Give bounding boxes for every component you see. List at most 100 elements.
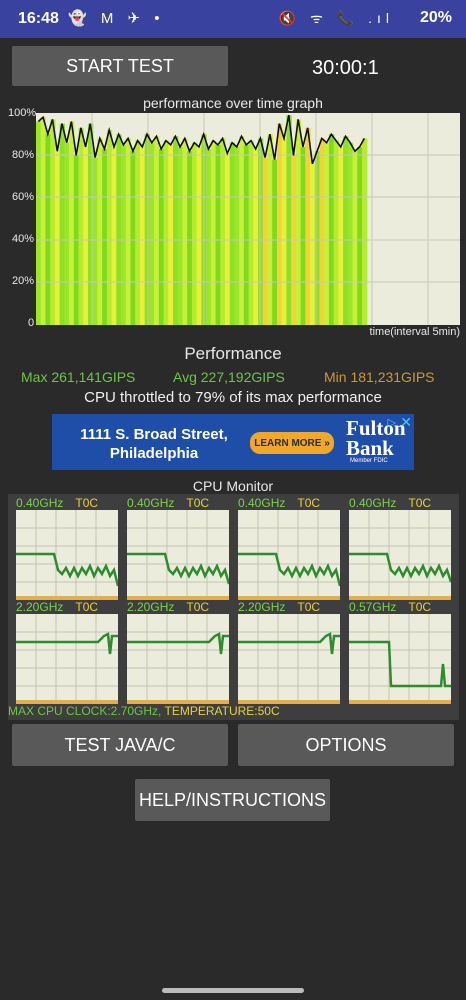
ad-fdic: Member FDIC (350, 458, 388, 464)
perf-bar (215, 144, 221, 325)
perf-bar (139, 146, 146, 325)
core-3-graph (349, 510, 451, 600)
perf-bar (149, 142, 155, 325)
perf-bar (78, 127, 84, 325)
core-1-label: 0.40GHz T0C (127, 496, 210, 510)
max-gips: Max 261,141GIPS (21, 369, 136, 385)
notification-icons: 👻 M ✈ • (68, 10, 165, 27)
perf-bar (154, 136, 160, 325)
perf-bar (50, 119, 56, 325)
start-test-button[interactable]: START TEST (12, 46, 228, 86)
cpu-monitor-title: CPU Monitor (192, 478, 274, 494)
perf-bar (310, 163, 316, 325)
perf-bar (196, 146, 202, 325)
perf-bar (347, 142, 354, 325)
throttle-text: CPU throttled to 79% of its max performa… (84, 389, 382, 406)
perf-bar (45, 134, 51, 325)
perf-bar (314, 151, 321, 325)
perf-bar (87, 123, 94, 325)
ad-address: 1111 S. Broad Street, Philadelphia (80, 426, 228, 462)
core-4-label: 2.20GHz T0C (16, 600, 99, 614)
core-7-graph (349, 614, 451, 704)
avg-gips: Avg 227,192GIPS (173, 369, 285, 385)
perf-bar (220, 138, 226, 325)
perf-bar (135, 140, 141, 325)
core-6-label: 2.20GHz T0C (238, 600, 321, 614)
perf-bar (116, 134, 122, 325)
perf-bar (338, 146, 344, 325)
help-instructions-button[interactable]: HELP/INSTRUCTIONS (135, 779, 330, 821)
core-0-graph (16, 510, 118, 600)
core-4-graph (16, 614, 118, 704)
y-label-0: 0 (28, 317, 35, 329)
perf-bar (234, 146, 240, 325)
ad-info-icon[interactable]: ▷ (387, 417, 396, 429)
perf-bar (121, 144, 127, 325)
perf-bar (36, 121, 42, 325)
perf-bar (286, 115, 292, 325)
perf-bar (54, 151, 61, 325)
status-bar: 16:48 👻 M ✈ • 🔇 ᯤ 📞 .ıl 20% (0, 0, 466, 38)
perf-bar (40, 117, 47, 325)
perf-bar (210, 140, 217, 325)
perf-bar (191, 142, 198, 325)
max-cpu-clock-line: MAX CPU CLOCK:2.70GHz, TEMPERATURE:50C (8, 704, 280, 718)
graph-title: performance over time graph (143, 95, 323, 111)
options-button[interactable]: OPTIONS (238, 724, 454, 766)
ad-learn-more-button[interactable]: LEARN MORE » (250, 432, 334, 454)
perf-bar (276, 123, 283, 325)
perf-bar (229, 142, 236, 325)
perf-bar (168, 144, 174, 325)
signal-icons: 🔇 ᯤ 📞 .ıl (278, 10, 394, 26)
perf-bar (158, 149, 165, 325)
perf-bar (333, 140, 339, 325)
test-timer: 30:00:1 (312, 57, 379, 79)
perf-bar (295, 119, 302, 325)
performance-graph (36, 113, 460, 325)
core-2-label: 0.40GHz T0C (238, 496, 321, 510)
perf-bar (92, 157, 99, 325)
perf-bar (357, 146, 363, 325)
performance-title: Performance (184, 344, 282, 363)
perf-bar (305, 127, 311, 325)
perf-bar (69, 121, 75, 325)
status-time: 16:48 (18, 10, 59, 27)
perf-bar (125, 138, 132, 325)
y-label-100: 100% (8, 107, 37, 119)
perf-bar (319, 138, 325, 325)
core-5-graph (127, 614, 229, 704)
x-axis-caption: time(interval 5min) (369, 326, 460, 338)
perf-bar (59, 123, 65, 325)
perf-bar (253, 149, 259, 325)
perf-bar (173, 136, 179, 325)
core-7-label: 0.57GHz T0C (349, 600, 432, 614)
test-java-c-button[interactable]: TEST JAVA/C (12, 724, 228, 766)
perf-bar (258, 138, 264, 325)
perf-bar (352, 151, 358, 325)
perf-bar (102, 149, 108, 325)
perf-bar (243, 144, 250, 325)
home-indicator[interactable] (162, 988, 304, 993)
perf-bar (281, 138, 287, 325)
graph-grid (36, 113, 460, 325)
perf-bar (144, 134, 150, 325)
perf-bar (83, 146, 89, 325)
perf-bar (182, 138, 188, 325)
perf-bar (111, 146, 117, 325)
ad-close-icon[interactable]: ✕ (400, 414, 412, 430)
perf-bar (177, 146, 184, 325)
perf-bar (248, 140, 254, 325)
perf-bar (187, 151, 193, 325)
perf-bar (328, 134, 335, 325)
perf-bar (130, 151, 136, 325)
core-2-graph (238, 510, 340, 600)
y-label-80: 80% (12, 149, 35, 161)
perf-bar (300, 146, 306, 325)
ad-banner[interactable]: 1111 S. Broad Street, Philadelphia LEARN… (52, 414, 414, 470)
battery-percent: 20% (419, 9, 452, 26)
cpu-monitor-panel: 0.40GHz T0C 0.40GHz T0C 0.40GHz T0C 0.40GHz… (8, 494, 459, 720)
y-label-60: 60% (12, 191, 35, 203)
perf-bar (97, 138, 103, 325)
perf-bar (267, 134, 273, 325)
perf-bar (224, 153, 231, 325)
